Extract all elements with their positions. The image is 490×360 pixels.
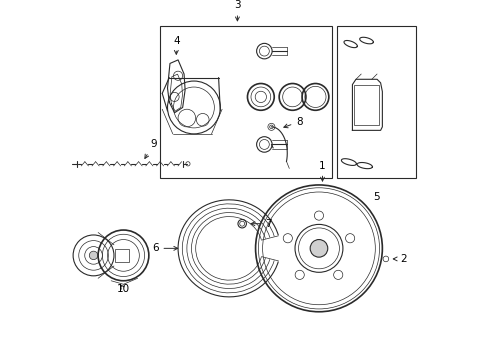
Text: 3: 3 <box>234 0 241 21</box>
Text: 5: 5 <box>373 192 380 202</box>
Text: 10: 10 <box>117 284 130 294</box>
Text: 7: 7 <box>251 219 272 229</box>
Text: 1: 1 <box>319 161 326 181</box>
Bar <box>337 26 416 178</box>
Text: 9: 9 <box>145 139 157 158</box>
Text: 6: 6 <box>152 243 178 253</box>
Bar <box>115 249 129 262</box>
Circle shape <box>310 239 328 257</box>
Text: 2: 2 <box>393 254 407 264</box>
Bar <box>160 26 332 178</box>
Bar <box>354 85 379 125</box>
Text: 4: 4 <box>173 36 180 54</box>
Text: 8: 8 <box>284 117 303 128</box>
Circle shape <box>89 251 98 260</box>
